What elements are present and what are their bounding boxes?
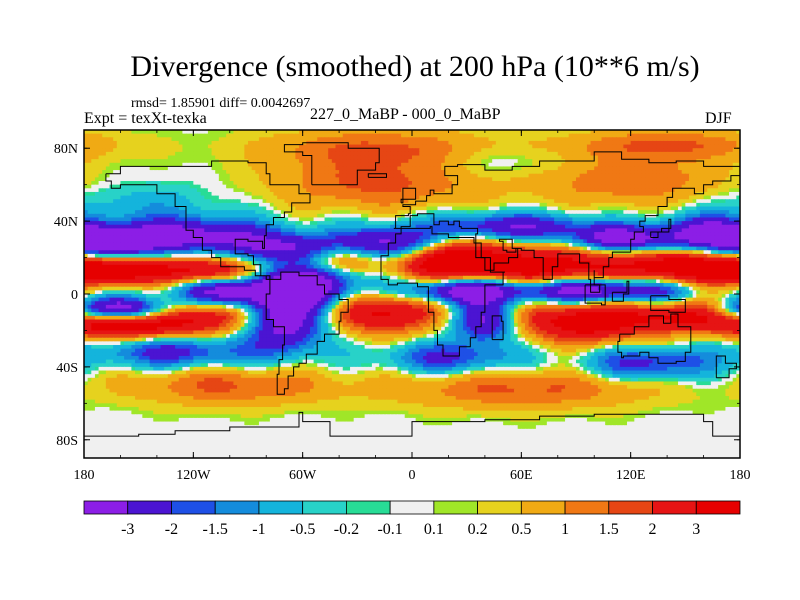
colorbar-swatch bbox=[520, 500, 566, 515]
colorbar-swatch bbox=[345, 500, 391, 515]
colorbar-swatch bbox=[652, 500, 697, 515]
coastline bbox=[491, 315, 504, 341]
y-tick-label: 40S bbox=[56, 361, 78, 376]
colorbar-swatch bbox=[127, 500, 172, 515]
coastline bbox=[400, 187, 417, 204]
coastline bbox=[584, 284, 606, 306]
colorbar-label: 3 bbox=[692, 521, 700, 538]
coastline bbox=[380, 226, 505, 357]
colorbar-swatch bbox=[477, 500, 522, 515]
colorbar-label: 0.2 bbox=[468, 521, 488, 538]
coastline bbox=[84, 411, 740, 437]
y-tick-label: 80S bbox=[56, 434, 78, 449]
colorbar-label: -0.5 bbox=[290, 521, 315, 538]
colorbar: -3 -2 -1.5 -1 -0.5 -0.2 -0.1 0.1 0.2 0.5 1 1.5 2 3 bbox=[83, 500, 741, 538]
colorbar-swatch bbox=[608, 500, 653, 515]
coastline bbox=[715, 355, 737, 379]
colorbar-label: 0.5 bbox=[511, 521, 531, 538]
colorbar-label: -0.1 bbox=[377, 521, 402, 538]
colorbar-swatch bbox=[695, 500, 741, 515]
x-tick-label: 0 bbox=[409, 468, 416, 483]
colorbar-label: 2 bbox=[649, 521, 657, 538]
experiment-label: Expt = texXt-texka bbox=[84, 110, 207, 127]
coastline bbox=[611, 280, 630, 302]
divergence-field bbox=[84, 130, 740, 458]
coastlines bbox=[84, 142, 740, 437]
x-tick-label: 60E bbox=[510, 468, 533, 483]
colorbar-swatch bbox=[258, 500, 304, 515]
colorbar-label: -1.5 bbox=[203, 521, 228, 538]
x-tick-label: 180 bbox=[730, 468, 751, 483]
colorbar-swatch bbox=[564, 500, 610, 515]
coastline bbox=[617, 313, 692, 364]
x-tick-label: 60W bbox=[289, 468, 317, 483]
coastline bbox=[367, 173, 387, 178]
colorbar-swatch bbox=[433, 500, 479, 515]
y-tick-label: 0 bbox=[71, 288, 78, 303]
colorbar-label: 1.5 bbox=[599, 521, 619, 538]
map-axes: 180 120W 60W 0 60E 120E 180 80N 40N 0 40S 80S bbox=[54, 130, 751, 483]
rmsd-diff-stats: rmsd= 1.85901 diff= 0.0042697 bbox=[131, 96, 311, 111]
coastline bbox=[105, 160, 311, 280]
coastline bbox=[650, 295, 686, 313]
colorbar-swatch bbox=[83, 500, 129, 515]
colorbar-label: -2 bbox=[165, 521, 178, 538]
colorbar-swatch bbox=[214, 500, 260, 515]
colorbar-label: 1 bbox=[561, 521, 569, 538]
coastline bbox=[650, 218, 672, 238]
coastline bbox=[265, 271, 349, 395]
y-tick-label: 40N bbox=[54, 215, 78, 230]
colorbar-swatch bbox=[389, 500, 435, 515]
coastline bbox=[283, 142, 380, 186]
x-tick-label: 180 bbox=[74, 468, 95, 483]
colorbar-label: -1 bbox=[252, 521, 265, 538]
chart-title: Divergence (smoothed) at 200 hPa (10**6 … bbox=[130, 50, 700, 83]
coastline bbox=[393, 151, 740, 293]
colorbar-swatch bbox=[171, 500, 216, 515]
period-label: 227_0_MaBP - 000_0_MaBP bbox=[310, 106, 501, 123]
x-tick-label: 120E bbox=[616, 468, 646, 483]
x-tick-label: 120W bbox=[176, 468, 211, 483]
colorbar-label: 0.1 bbox=[424, 521, 444, 538]
colorbar-label: -0.2 bbox=[334, 521, 359, 538]
colorbar-label: -3 bbox=[121, 521, 134, 538]
y-tick-label: 80N bbox=[54, 142, 78, 157]
colorbar-swatch bbox=[302, 500, 347, 515]
season-label: DJF bbox=[705, 110, 732, 127]
